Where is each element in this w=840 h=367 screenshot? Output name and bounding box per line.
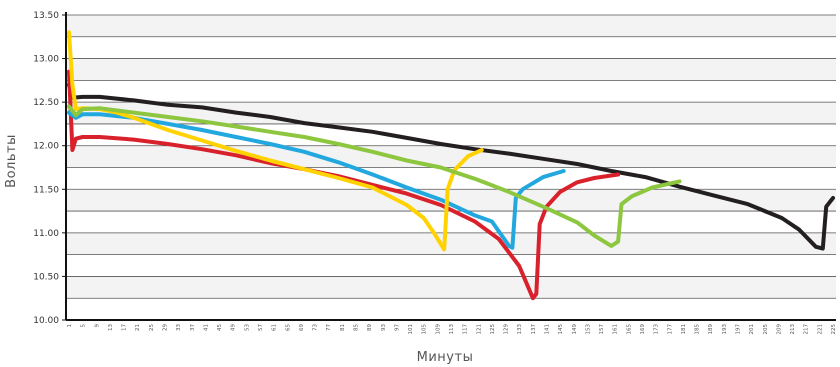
x-tick-label: 69 bbox=[299, 324, 305, 331]
background-band bbox=[66, 15, 836, 37]
x-tick-label: 25 bbox=[149, 324, 155, 331]
x-tick-label: 109 bbox=[435, 324, 441, 335]
x-tick-label: 133 bbox=[517, 324, 523, 335]
x-tick-label: 221 bbox=[817, 324, 823, 335]
background-band bbox=[66, 146, 836, 168]
background-band bbox=[66, 298, 836, 320]
x-tick-label: 45 bbox=[217, 324, 223, 331]
x-tick-label: 41 bbox=[203, 324, 209, 331]
y-tick-labels: 10.00 10.50 11.00 11.50 12.00 12.50 13.00 13.50 bbox=[33, 11, 66, 326]
x-tick-label: 85 bbox=[354, 324, 360, 331]
x-tick-label: 73 bbox=[313, 324, 319, 331]
background-band bbox=[66, 211, 836, 233]
background-band bbox=[66, 255, 836, 277]
background-band bbox=[66, 233, 836, 255]
x-tick-label: 81 bbox=[340, 324, 346, 331]
y-tick-label: 12.50 bbox=[33, 98, 59, 108]
y-tick-label: 13.50 bbox=[33, 11, 59, 21]
x-tick-label: 101 bbox=[408, 324, 414, 335]
x-tick-label: 213 bbox=[790, 324, 796, 335]
x-tick-label: 125 bbox=[490, 324, 496, 335]
x-tick-label: 145 bbox=[558, 324, 564, 335]
y-tick-label: 12.00 bbox=[33, 142, 59, 152]
x-tick-label: 209 bbox=[776, 324, 782, 335]
x-tick-label: 17 bbox=[122, 324, 128, 331]
x-tick-label: 97 bbox=[394, 324, 400, 331]
x-tick-label: 129 bbox=[504, 324, 510, 335]
background-band bbox=[66, 59, 836, 81]
x-tick-label: 9 bbox=[94, 324, 100, 328]
x-tick-label: 33 bbox=[176, 324, 182, 331]
x-tick-label: 1 bbox=[67, 324, 73, 328]
x-tick-label: 193 bbox=[722, 324, 728, 335]
x-tick-label: 89 bbox=[367, 324, 373, 331]
x-axis-title: Минуты bbox=[417, 350, 474, 365]
y-axis-title: Вольты bbox=[4, 134, 19, 188]
x-tick-label: 225 bbox=[831, 324, 837, 335]
x-tick-label: 161 bbox=[613, 324, 619, 335]
x-tick-label: 185 bbox=[695, 324, 701, 335]
x-tick-label: 93 bbox=[381, 324, 387, 331]
x-tick-label: 197 bbox=[736, 324, 742, 335]
y-tick-label: 10.00 bbox=[33, 316, 59, 326]
x-tick-label: 121 bbox=[476, 324, 482, 335]
x-tick-label: 205 bbox=[763, 324, 769, 335]
x-tick-label: 137 bbox=[531, 324, 537, 335]
background-band bbox=[66, 276, 836, 298]
background-band bbox=[66, 37, 836, 59]
background-band bbox=[66, 80, 836, 102]
y-tick-label: 13.00 bbox=[33, 55, 59, 65]
x-tick-label: 177 bbox=[667, 324, 673, 335]
y-tick-label: 11.00 bbox=[33, 229, 59, 239]
x-tick-label: 181 bbox=[681, 324, 687, 335]
x-tick-label: 157 bbox=[599, 324, 605, 335]
x-tick-label: 61 bbox=[272, 324, 278, 331]
x-tick-label: 77 bbox=[326, 324, 332, 331]
x-tick-label: 49 bbox=[231, 324, 237, 331]
x-tick-label: 217 bbox=[804, 324, 810, 335]
x-tick-label: 117 bbox=[463, 324, 469, 335]
x-tick-label: 57 bbox=[258, 324, 264, 331]
x-tick-label: 105 bbox=[422, 324, 428, 335]
x-tick-label: 173 bbox=[654, 324, 660, 335]
x-tick-label: 29 bbox=[163, 324, 169, 331]
x-tick-labels: 1 5 9 13 17 21 25 29 33 37 41 45 49 53 57 61 65 69 73 77 81 8… bbox=[67, 324, 837, 335]
y-tick-label: 10.50 bbox=[33, 272, 59, 282]
x-tick-label: 165 bbox=[626, 324, 632, 335]
x-tick-label: 13 bbox=[108, 324, 114, 331]
x-tick-label: 5 bbox=[81, 324, 87, 328]
x-tick-label: 153 bbox=[585, 324, 591, 335]
x-tick-label: 37 bbox=[190, 324, 196, 331]
y-tick-label: 11.50 bbox=[33, 185, 59, 195]
x-tick-label: 113 bbox=[449, 324, 455, 335]
x-tick-label: 65 bbox=[285, 324, 291, 331]
x-tick-label: 141 bbox=[545, 324, 551, 335]
x-tick-label: 21 bbox=[135, 324, 141, 331]
x-tick-label: 53 bbox=[244, 324, 250, 331]
x-tick-label: 189 bbox=[708, 324, 714, 335]
x-tick-label: 149 bbox=[572, 324, 578, 335]
x-tick-label: 201 bbox=[749, 324, 755, 335]
x-tick-label: 169 bbox=[640, 324, 646, 335]
